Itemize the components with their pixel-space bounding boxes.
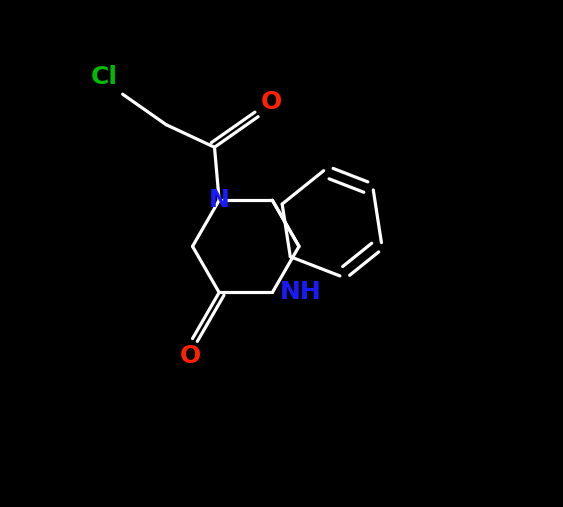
Text: N: N bbox=[209, 188, 230, 212]
Text: O: O bbox=[261, 90, 282, 114]
Text: O: O bbox=[180, 344, 200, 368]
Text: NH: NH bbox=[280, 280, 321, 305]
Text: Cl: Cl bbox=[91, 65, 118, 89]
